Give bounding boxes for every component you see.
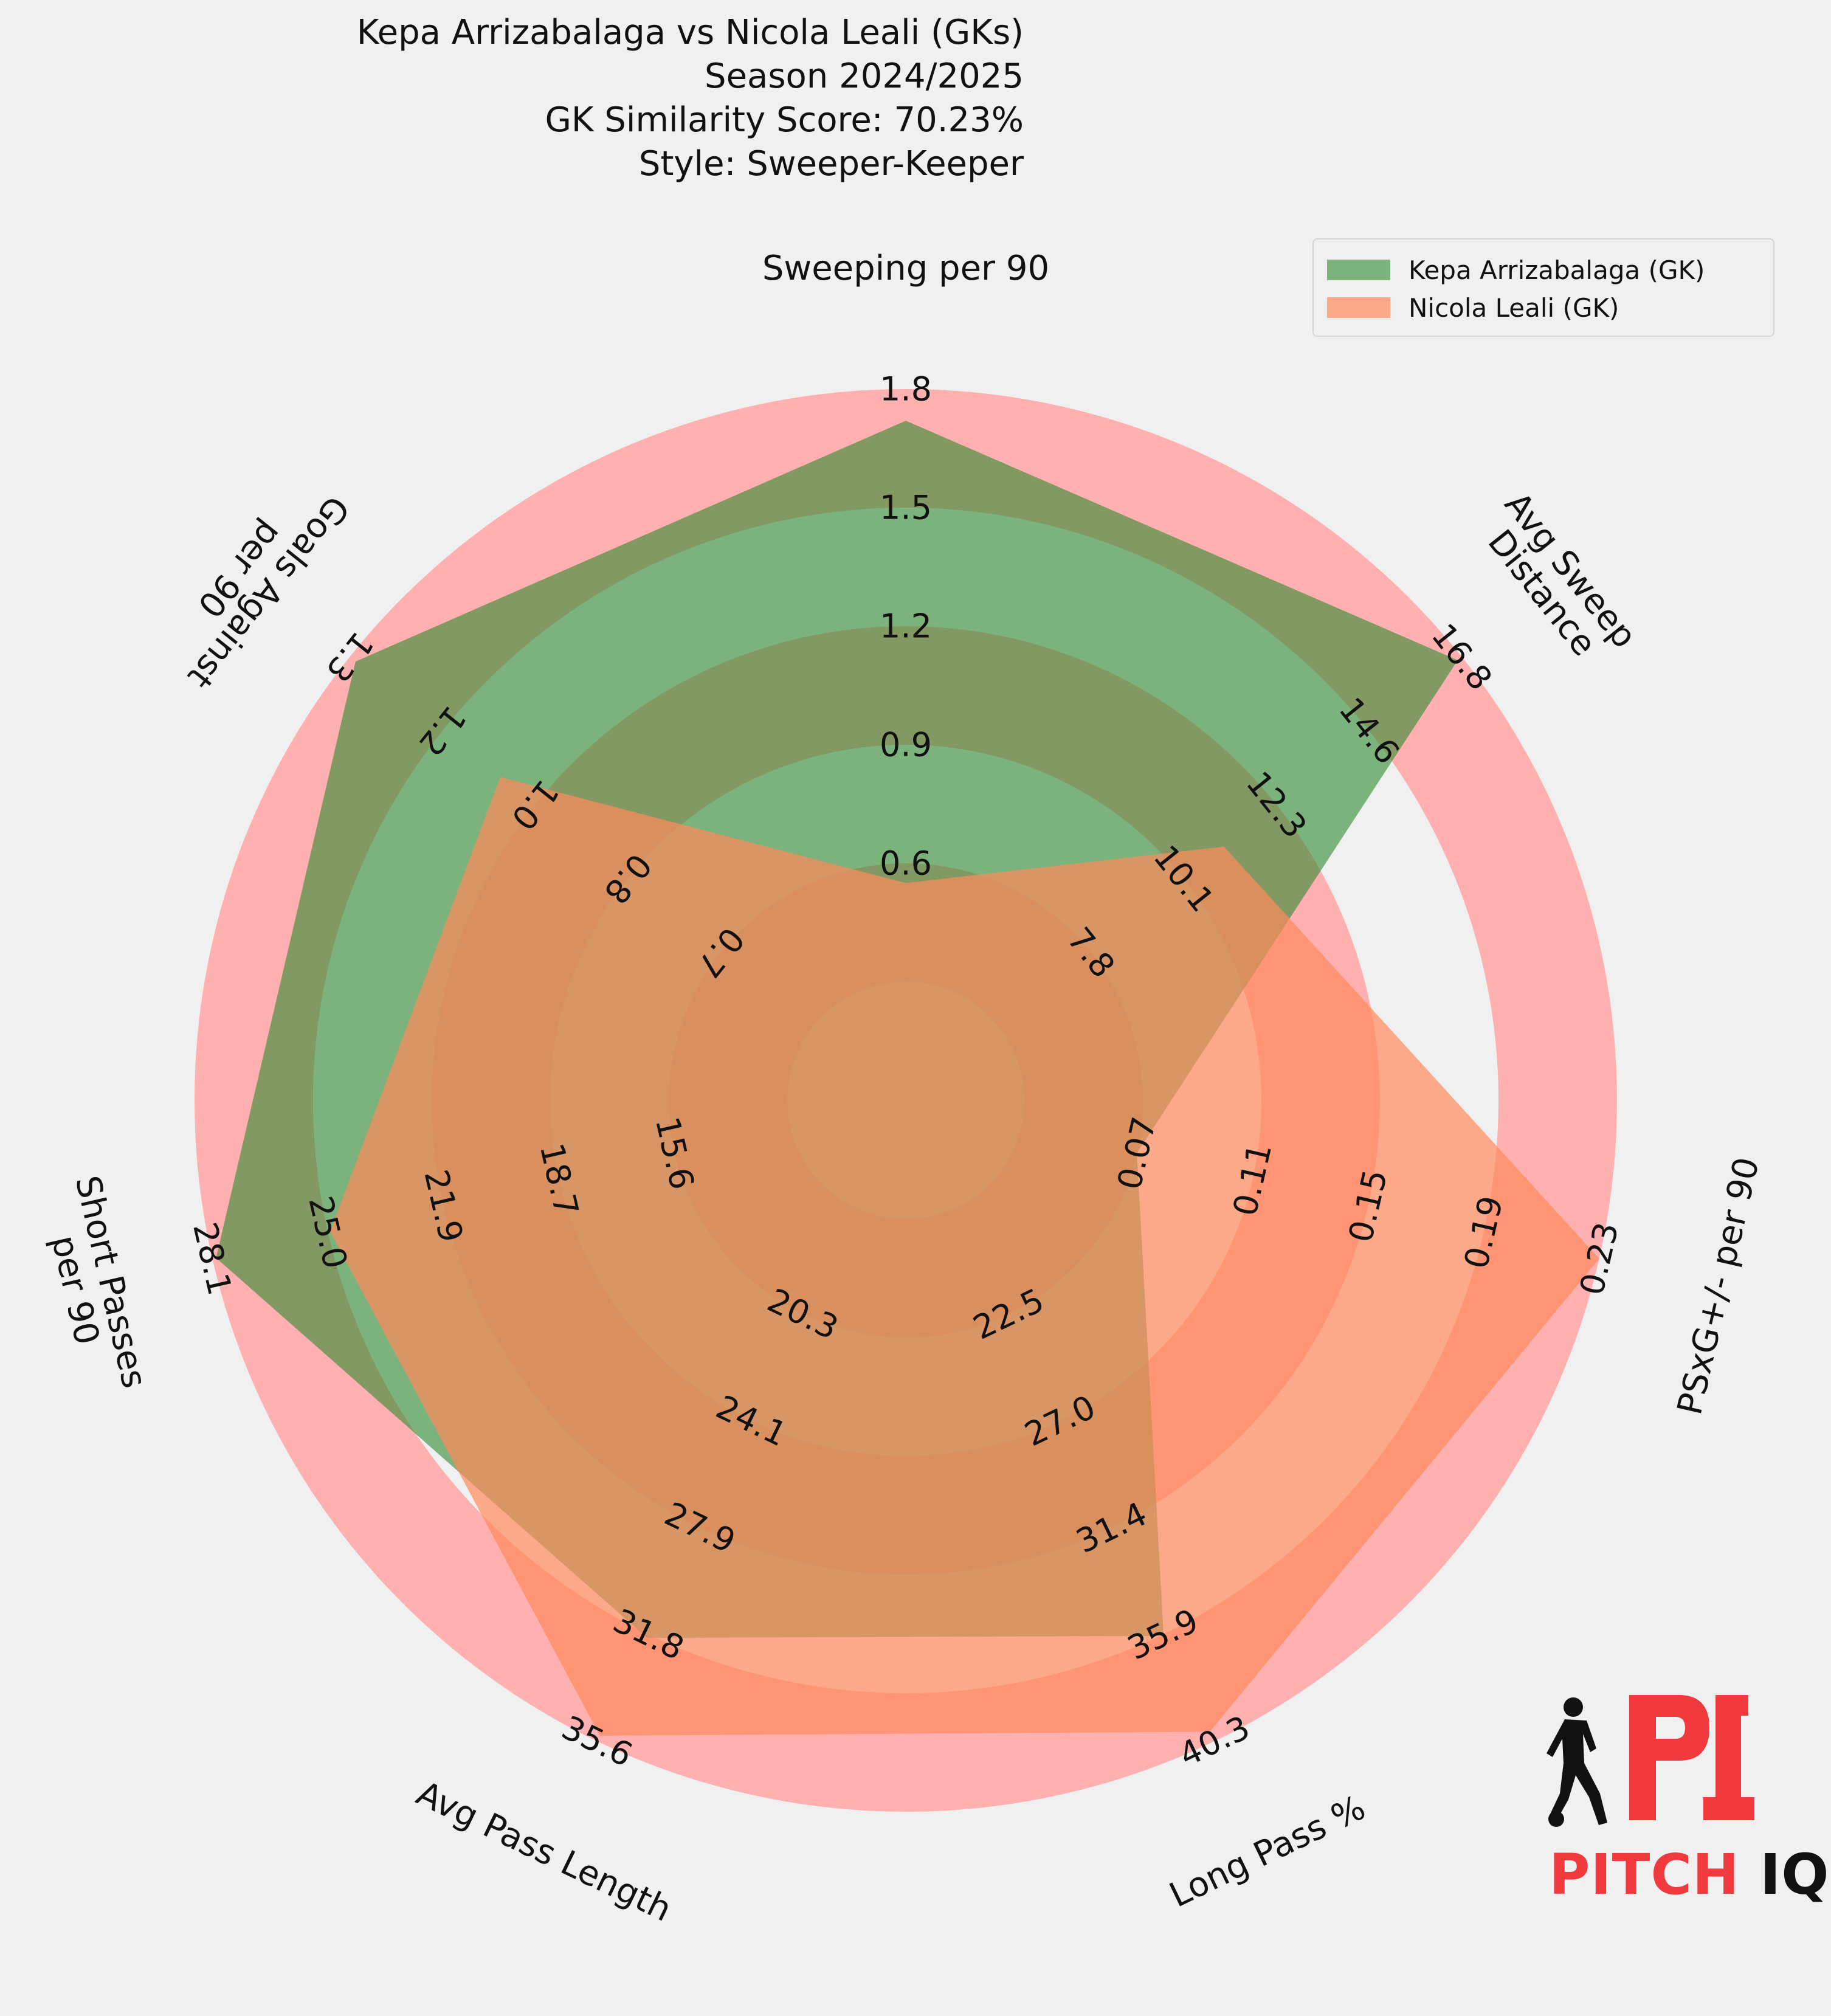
title-line-players: Kepa Arrizabalaga vs Nicola Leali (GKs) bbox=[356, 13, 1024, 52]
radar-axis-label: Short Passesper 90 bbox=[32, 1172, 154, 1400]
radar-axis-label: Long Pass % bbox=[1164, 1788, 1371, 1916]
radar-axis-label: PSxG+/- per 90 bbox=[1670, 1154, 1767, 1418]
radar-tick-label: 1.2 bbox=[880, 607, 932, 646]
pi-monogram bbox=[1629, 1695, 1754, 1820]
radar-tick-label: 1.5 bbox=[880, 489, 932, 527]
legend-item-leali: Nicola Leali (GK) bbox=[1327, 292, 1619, 323]
legend-label-leali: Nicola Leali (GK) bbox=[1409, 292, 1619, 323]
radar-series bbox=[216, 421, 1599, 1736]
brand-text-pitch: PITCH bbox=[1549, 1842, 1740, 1907]
legend-label-kepa: Kepa Arrizabalaga (GK) bbox=[1409, 255, 1705, 285]
brand-wordmark: PITCH IQ bbox=[1549, 1842, 1829, 1907]
legend-swatch-leali bbox=[1327, 297, 1390, 318]
radar-axis-label: Avg SweepDistance bbox=[1468, 485, 1644, 678]
radar-tick-label: 1.8 bbox=[880, 370, 932, 409]
radar-axis-label: Avg Pass Length bbox=[410, 1773, 677, 1929]
legend: Kepa Arrizabalaga (GK) Nicola Leali (GK) bbox=[1312, 238, 1774, 337]
title-line-similarity: GK Similarity Score: 70.23% bbox=[545, 100, 1024, 140]
radar-tick-label: 0.6 bbox=[880, 844, 932, 883]
radar-series-leali bbox=[330, 777, 1599, 1736]
legend-item-kepa: Kepa Arrizabalaga (GK) bbox=[1327, 254, 1705, 286]
player-silhouette-icon bbox=[1547, 1697, 1607, 1827]
legend-swatch-kepa bbox=[1327, 260, 1390, 280]
pitch-iq-logo bbox=[1547, 1695, 1754, 1827]
radar-axis-label: Sweeping per 90 bbox=[762, 249, 1049, 288]
brand-text-iq: IQ bbox=[1759, 1842, 1830, 1907]
radar-tick-label: 0.9 bbox=[880, 726, 932, 764]
chart-title: Kepa Arrizabalaga vs Nicola Leali (GKs) … bbox=[357, 11, 1024, 186]
title-line-style: Style: Sweeper-Keeper bbox=[638, 144, 1024, 184]
title-line-season: Season 2024/2025 bbox=[705, 57, 1024, 96]
